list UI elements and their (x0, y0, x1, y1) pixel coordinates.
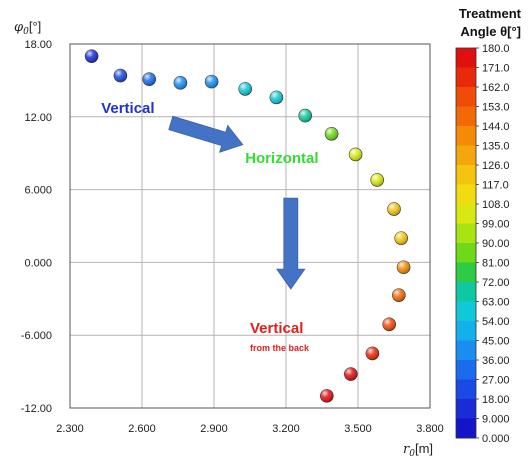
colorbar-tick-label: 72.00 (482, 277, 510, 289)
data-point (365, 346, 380, 361)
y-tick-label: 12.00 (24, 112, 52, 124)
colorbar-segment (456, 243, 476, 263)
block-arrow (168, 115, 244, 153)
colorbar-tick-label: 153.0 (482, 102, 510, 114)
colorbar-segment (456, 418, 476, 439)
annotation-label: from the back (250, 343, 310, 353)
y-tick-label: 6.000 (24, 185, 52, 197)
colorbar-segment (456, 106, 476, 127)
data-point (394, 231, 409, 245)
x-tick-label: 2.900 (200, 423, 228, 435)
y-tick-label: 0.000 (24, 257, 52, 269)
data-point (84, 49, 99, 63)
colorbar-segment (456, 379, 476, 400)
data-point (298, 108, 313, 123)
data-point (173, 76, 188, 90)
colorbar-segment (456, 223, 476, 244)
data-point (204, 74, 219, 89)
colorbar-tick-label: 144.0 (482, 121, 510, 133)
colorbar-tick-label: 117.0 (482, 180, 509, 192)
annotation-label: Vertical (101, 100, 154, 117)
colorbar-tick-label: 108.0 (482, 199, 510, 211)
block-arrow (276, 197, 306, 290)
x-tick-label: 2.300 (56, 423, 84, 435)
annotation-label: Vertical (250, 320, 303, 337)
data-point (142, 72, 156, 86)
y-tick-label: 18.00 (24, 39, 52, 51)
y-tick-labels: 18.00 12.00 6.000 0.000 -6.000 -12.00 (21, 39, 52, 415)
colorbar-tick-label: 171.0 (482, 63, 510, 75)
colorbar-segment (456, 262, 476, 283)
colorbar-tick-label: 9.000 (482, 414, 510, 426)
colorbar-tick-label: 90.00 (482, 238, 510, 250)
x-axis-label: r0[m] (403, 441, 433, 459)
data-point (324, 126, 339, 141)
colorbar-tick-label: 45.00 (482, 336, 510, 348)
colorbar-segment (456, 301, 476, 322)
colorbar-tick-label: 162.0 (482, 82, 510, 94)
arrows (168, 115, 306, 290)
x-tick-label: 3.500 (344, 423, 372, 435)
colorbar-segment (456, 87, 476, 107)
colorbar-segment (456, 282, 476, 302)
y-axis-label: φ0[°] (14, 19, 41, 37)
colorbar-segment (456, 340, 476, 361)
colorbar-segment (456, 399, 476, 419)
colorbar: Treatment Angle θ[°] 180.0 171.0 162.0 153.… (455, 6, 522, 445)
colorbar-segment (456, 67, 476, 88)
colorbar-segment (456, 126, 476, 146)
data-point (396, 260, 411, 275)
data-point (343, 367, 358, 381)
y-tick-label: -6.000 (21, 330, 52, 342)
data-points (84, 49, 411, 403)
data-point (382, 317, 397, 332)
colorbar-segment (456, 360, 476, 380)
data-point (238, 82, 252, 96)
colorbar-segment (456, 165, 476, 185)
colorbar-tick-label: 18.00 (482, 394, 510, 406)
data-point (370, 173, 385, 187)
data-point (269, 90, 284, 105)
colorbar-title-line2: Angle θ[°] (460, 24, 521, 39)
colorbar-tick-label: 99.00 (482, 219, 510, 231)
data-point (319, 389, 334, 403)
plot-border (69, 43, 431, 409)
y-tick-label: -12.00 (21, 403, 52, 415)
colorbar-tick-label: 27.00 (482, 375, 510, 387)
colorbar-tick-label: 135.0 (482, 141, 510, 153)
colorbar-tick-label: 54.00 (482, 316, 510, 328)
x-tick-label: 2.600 (128, 423, 156, 435)
data-point (391, 288, 406, 302)
colorbar-tick-label: 0.000 (482, 433, 510, 445)
annotations: Vertical Horizontal Vertical from the back (101, 100, 318, 353)
colorbar-tick-label: 63.00 (482, 297, 510, 309)
plot-frame (69, 43, 431, 409)
colorbar-segment (456, 321, 476, 341)
x-tick-labels: 2.300 2.600 2.900 3.200 3.500 3.800 (56, 423, 444, 435)
colorbar-segment (456, 204, 476, 224)
colorbar-title-line1: Treatment (459, 6, 522, 21)
colorbar-tick-label: 126.0 (482, 160, 510, 172)
colorbar-segment (456, 48, 476, 68)
colorbar-tick-label: 81.00 (482, 258, 510, 270)
data-point (387, 202, 401, 216)
colorbar-tick-label: 36.00 (482, 355, 510, 367)
colorbar-segment (456, 145, 476, 166)
data-point (113, 68, 128, 83)
x-tick-label: 3.800 (416, 423, 444, 435)
colorbar-segment (456, 184, 476, 205)
data-point (348, 147, 363, 162)
x-tick-label: 3.200 (272, 423, 300, 435)
annotation-label: Horizontal (245, 150, 318, 167)
colorbar-tick-label: 180.0 (482, 43, 510, 55)
